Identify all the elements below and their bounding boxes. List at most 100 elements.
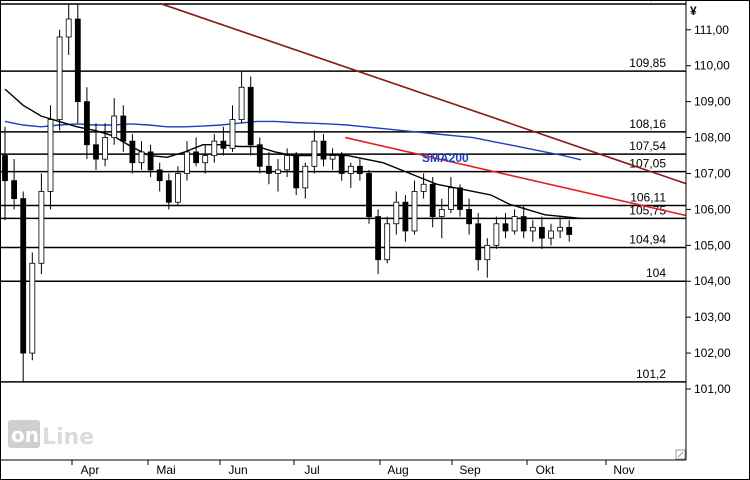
candle-body xyxy=(247,86,254,146)
sma200-line xyxy=(4,120,582,161)
candle-body xyxy=(29,262,36,354)
candle-body xyxy=(74,18,81,103)
y-axis-ticks: 101,00 102,00 103,00 104,00 105,00 106,00 107,… xyxy=(686,23,731,396)
candle xyxy=(539,216,545,249)
candle xyxy=(84,87,90,160)
x-tick-label: Jun xyxy=(228,463,247,477)
currency-symbol: ¥ xyxy=(690,4,697,18)
candle xyxy=(38,173,45,275)
candle xyxy=(302,162,309,199)
y-tick-label: 102,00 xyxy=(694,346,731,360)
y-tick-label: 109,00 xyxy=(694,95,731,109)
candle xyxy=(557,216,563,239)
level-label: 106,11 xyxy=(630,190,666,204)
trendline-2 xyxy=(345,136,687,217)
candle xyxy=(147,144,154,178)
candle xyxy=(102,123,108,167)
candle xyxy=(247,76,254,156)
candle-body xyxy=(147,151,154,171)
candle-body xyxy=(466,208,473,225)
watermark-logo: on Line xyxy=(8,420,94,450)
candle-body xyxy=(293,155,300,189)
candle xyxy=(211,133,218,163)
candle xyxy=(11,159,18,210)
y-tick-label: 108,00 xyxy=(694,131,731,145)
candle xyxy=(466,198,473,235)
candle xyxy=(329,148,336,170)
candle xyxy=(366,169,372,224)
candle-body xyxy=(220,140,227,149)
candle-body xyxy=(84,101,90,146)
candle xyxy=(311,130,318,174)
candle-body xyxy=(539,226,545,239)
candle xyxy=(411,180,418,235)
candle xyxy=(265,151,272,185)
candle xyxy=(120,105,127,152)
candle xyxy=(56,29,63,131)
candle xyxy=(484,238,491,278)
candle xyxy=(420,173,427,199)
candle xyxy=(229,105,236,152)
candle xyxy=(284,148,291,178)
candle xyxy=(202,144,209,174)
y-tick-label: 111,00 xyxy=(694,23,729,37)
svg-text:on: on xyxy=(11,423,39,447)
candles xyxy=(2,3,573,382)
candle-body xyxy=(493,223,500,246)
candle-body xyxy=(429,183,436,217)
candle-body xyxy=(420,183,427,192)
candle-body xyxy=(375,216,382,261)
candle xyxy=(74,3,81,124)
level-label: 107,54 xyxy=(629,139,666,153)
candle xyxy=(320,133,327,167)
resize-grip-icon[interactable] xyxy=(675,449,686,460)
candle xyxy=(493,216,500,249)
candle-body xyxy=(238,86,245,121)
level-label: 108,16 xyxy=(629,117,666,131)
candle-body xyxy=(529,226,536,232)
candle xyxy=(193,137,200,167)
candle-body xyxy=(520,216,527,232)
candle-body xyxy=(384,223,391,261)
candle-body xyxy=(320,140,327,160)
candle-body xyxy=(338,155,345,174)
candle xyxy=(220,126,227,156)
candle-body xyxy=(120,115,127,142)
candle-body xyxy=(111,115,118,138)
candle-body xyxy=(311,140,318,167)
x-tick-label: Sep xyxy=(459,463,481,477)
sma200-label: SMA200 xyxy=(422,151,469,165)
sma-short-line xyxy=(4,88,582,220)
y-tick-label: 106,00 xyxy=(694,202,731,216)
y-tick-label: 101,00 xyxy=(694,382,731,396)
candle-body xyxy=(102,137,108,160)
candle-body xyxy=(174,173,181,203)
candle-body xyxy=(356,165,363,174)
candle xyxy=(548,223,554,246)
level-label: 101,2 xyxy=(636,367,666,381)
candle-body xyxy=(484,244,491,261)
moving-averages xyxy=(4,88,582,220)
candle xyxy=(47,105,54,210)
candle-body xyxy=(229,119,236,149)
candle xyxy=(275,159,281,192)
candle-body xyxy=(447,187,454,210)
x-tick-label: Apr xyxy=(81,463,100,477)
x-axis-ticks: Apr Mai Jun Jul Aug Sep Okt Nov xyxy=(71,460,635,477)
x-tick-label: Jul xyxy=(304,463,319,477)
candle-body xyxy=(566,226,573,235)
candle xyxy=(384,216,391,264)
candle xyxy=(393,191,400,235)
candle-body xyxy=(20,198,27,354)
candle-body xyxy=(393,201,400,225)
candle-body xyxy=(275,169,281,174)
candle-body xyxy=(38,191,45,264)
y-tick-label: 104,00 xyxy=(694,274,731,288)
candle-body xyxy=(347,165,354,174)
level-label: 104,94 xyxy=(629,232,666,246)
candle-body xyxy=(475,223,482,261)
candle-body xyxy=(402,201,409,232)
candle-body xyxy=(184,151,190,174)
candle xyxy=(20,191,27,382)
